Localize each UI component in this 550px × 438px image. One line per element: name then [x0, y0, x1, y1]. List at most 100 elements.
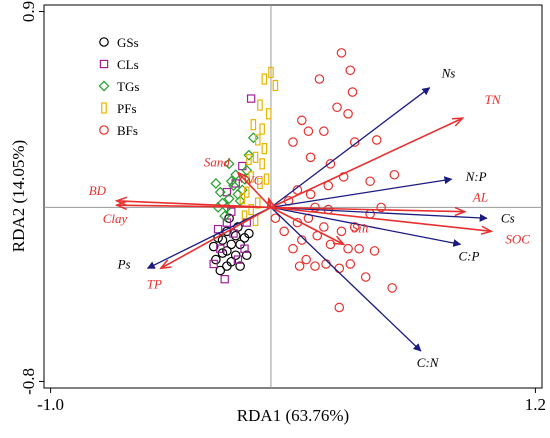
- legend-label: PFs: [117, 101, 137, 116]
- x-tick-label: -1.0: [37, 395, 64, 414]
- point-pfs: [243, 186, 250, 198]
- point-pfs: [272, 79, 279, 92]
- point-pfs: [254, 134, 261, 146]
- plot-frame: [43, 4, 543, 389]
- point-pfs: [263, 173, 270, 185]
- point-pfs: [246, 153, 252, 166]
- y-tick-label: 0.9: [19, 1, 38, 22]
- vector-al: [270, 206, 465, 211]
- vector-tp: [161, 206, 272, 268]
- point-tgs: [214, 186, 226, 198]
- y-axis-title: RDA2 (14.05%): [9, 140, 28, 252]
- point-bfs: [371, 135, 382, 145]
- point-bfs: [343, 109, 353, 119]
- vector-label: TP: [147, 276, 162, 291]
- point-gss: [235, 239, 245, 250]
- legend-label: GSs: [117, 35, 139, 50]
- point-tgs: [247, 132, 259, 144]
- point-gss: [235, 261, 245, 271]
- point-bfs: [332, 102, 342, 113]
- point-pfs: [259, 158, 265, 170]
- point-pfs: [257, 99, 263, 111]
- point-pfs: [252, 151, 259, 163]
- vector-label: BD: [89, 183, 107, 198]
- vector-label: Silt: [352, 220, 370, 235]
- point-bfs: [349, 222, 360, 232]
- point-gss: [217, 248, 228, 258]
- legend: GSs CLs TGs PFs BFs: [98, 35, 139, 138]
- point-bfs: [387, 283, 397, 293]
- point-bfs: [345, 65, 356, 76]
- point-gss: [230, 250, 241, 261]
- point-gss: [241, 250, 252, 261]
- point-bfs: [294, 261, 305, 271]
- point-bfs: [297, 235, 307, 245]
- vector-label: Sand: [204, 155, 231, 170]
- point-pfs: [239, 193, 246, 205]
- vector-n-p: [270, 176, 453, 209]
- point-pfs: [265, 108, 272, 120]
- legend-label: BFs: [117, 123, 138, 138]
- point-cls: [220, 274, 229, 284]
- point-bfs: [347, 87, 358, 97]
- point-pfs: [250, 119, 257, 131]
- point-bfs: [279, 226, 289, 237]
- point-bfs: [288, 243, 298, 254]
- vector-label: Cs: [501, 210, 515, 225]
- legend-marker-pfs: [101, 102, 107, 114]
- point-pfs: [261, 73, 268, 85]
- x-tick-label: 1.2: [525, 395, 546, 414]
- point-tgs: [228, 180, 239, 192]
- y-tick-label: -0.8: [19, 368, 38, 395]
- point-bfs: [334, 263, 345, 274]
- point-bfs: [319, 222, 329, 232]
- point-bfs: [297, 115, 307, 126]
- point-bfs: [336, 48, 347, 58]
- vector-clay: [117, 205, 271, 207]
- point-bfs: [310, 261, 320, 271]
- legend-marker-gss: [99, 37, 109, 47]
- point-cls: [240, 244, 249, 253]
- point-pfs: [259, 123, 265, 135]
- point-bfs: [314, 74, 325, 84]
- point-bfs: [336, 226, 347, 237]
- point-bfs: [305, 152, 316, 163]
- legend-label: CLs: [117, 57, 139, 72]
- legend-label: TGs: [117, 79, 139, 94]
- point-bfs: [349, 137, 360, 147]
- point-bfs: [303, 126, 314, 137]
- point-pfs: [257, 177, 263, 190]
- point-gss: [222, 246, 232, 256]
- point-bfs: [354, 243, 364, 254]
- vector-label: Ps: [117, 256, 131, 271]
- vector-ps: [146, 206, 272, 269]
- vector-label: N:P: [465, 169, 487, 184]
- point-bfs: [389, 169, 400, 180]
- point-pfs: [268, 66, 274, 79]
- legend-marker-tgs: [98, 80, 110, 92]
- point-gss: [224, 213, 234, 224]
- vector-label: AL: [472, 190, 488, 205]
- point-tgs: [223, 158, 235, 170]
- point-gss: [233, 222, 243, 232]
- point-bfs: [270, 213, 281, 224]
- point-pfs: [254, 197, 261, 209]
- vector-label: Clay: [103, 211, 128, 226]
- vector-ns: [270, 87, 431, 208]
- point-cls: [233, 255, 243, 264]
- point-cls: [246, 94, 256, 103]
- point-tgs: [232, 188, 244, 200]
- point-bfs: [369, 246, 380, 256]
- point-tgs: [223, 193, 235, 205]
- vector-label: SOC: [505, 231, 530, 246]
- vector-sand: [238, 173, 272, 208]
- point-gss: [217, 235, 228, 245]
- point-cls: [229, 229, 238, 238]
- point-bfs: [376, 202, 386, 213]
- point-bfs: [365, 176, 375, 187]
- vector-cs: [270, 206, 488, 222]
- legend-marker-cls: [99, 59, 109, 69]
- point-gss: [215, 265, 226, 276]
- point-pfs: [248, 171, 254, 183]
